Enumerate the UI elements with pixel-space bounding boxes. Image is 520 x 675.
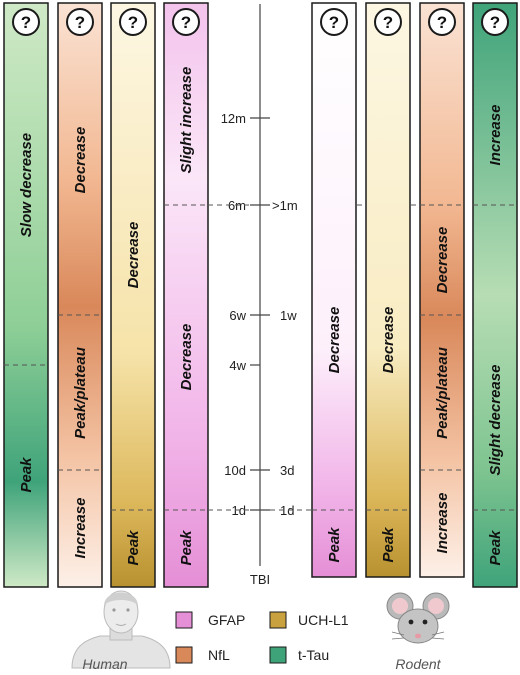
legend: GFAP UCH-L1 NfL t-Tau <box>175 611 349 664</box>
question-mark-text: ? <box>75 13 85 32</box>
phase-label: Decrease <box>178 324 195 391</box>
phase-label: Slow decrease <box>18 133 35 237</box>
human-tick-label: 10d <box>224 463 246 478</box>
question-mark-text: ? <box>329 13 339 32</box>
question-mark-text: ? <box>490 13 500 32</box>
mouse-head-icon <box>386 592 450 644</box>
human-tick-label: 12m <box>221 111 246 126</box>
rodent-tick-label: 1w <box>280 308 297 323</box>
question-mark-text: ? <box>128 13 138 32</box>
phase-label: Peak <box>18 457 35 493</box>
phase-label: Increase <box>487 105 504 166</box>
legend-label-ttau: t-Tau <box>298 647 329 663</box>
rodent-bar-gfap: ? Decrease Peak <box>311 2 357 578</box>
human-tick-label: 6w <box>229 308 246 323</box>
question-mark-icon <box>320 8 348 36</box>
rodent-tick-label: >1m <box>272 198 298 213</box>
phase-label: Decrease <box>326 307 343 374</box>
human-tick-label: 4w <box>229 358 246 373</box>
question-mark-text: ? <box>21 13 31 32</box>
phase-label: Peak <box>125 530 142 566</box>
human-bar-nfl: ? Decrease Peak/plateau Increase <box>57 2 103 588</box>
phase-label: Decrease <box>380 307 397 374</box>
rodent-tick-label: 3d <box>280 463 294 478</box>
question-mark-icon <box>374 8 402 36</box>
species-label-rodent: Rodent <box>395 656 441 672</box>
phase-label: Peak/plateau <box>434 347 451 439</box>
legend-swatch-nfl <box>175 646 193 664</box>
human-bar-uchl1: ? Decrease Peak <box>110 2 156 588</box>
axis-origin-label: TBI <box>250 572 270 587</box>
legend-swatch-uchl1 <box>269 611 287 629</box>
legend-label-uchl1: UCH-L1 <box>298 612 349 628</box>
rodent-bar-uchl1: ? Decrease Peak <box>365 2 411 578</box>
phase-label: Decrease <box>72 127 89 194</box>
rodent-bar-nfl: ? Decrease Peak/plateau Increase <box>419 2 465 578</box>
question-mark-text: ? <box>383 13 393 32</box>
rodent-bar-ttau: ? Increase Slight decrease Peak <box>472 2 518 588</box>
human-bar-gfap: ? Slight increase Decrease Peak <box>163 2 209 588</box>
question-mark-icon <box>481 8 509 36</box>
question-mark-icon <box>172 8 200 36</box>
question-mark-icon <box>66 8 94 36</box>
legend-swatch-gfap <box>175 611 193 629</box>
species-label-human: Human <box>82 656 127 672</box>
human-head-icon <box>71 590 171 669</box>
phase-label: Peak <box>178 530 195 566</box>
phase-label: Slight increase <box>178 67 195 174</box>
phase-label: Increase <box>72 498 89 559</box>
question-mark-icon <box>12 8 40 36</box>
phase-label: Peak <box>326 527 343 563</box>
phase-label: Slight decrease <box>487 365 504 476</box>
legend-label-nfl: NfL <box>208 647 230 663</box>
phase-label: Decrease <box>434 227 451 294</box>
question-mark-text: ? <box>437 13 447 32</box>
rodent-tick-label: 1d <box>280 503 294 518</box>
phase-label: Increase <box>434 493 451 554</box>
question-mark-icon <box>119 8 147 36</box>
human-bar-ttau: ? Slow decrease Peak <box>3 2 49 588</box>
phase-label: Peak <box>487 530 504 566</box>
phase-label: Peak/plateau <box>72 347 89 439</box>
legend-swatch-ttau <box>269 646 287 664</box>
phase-label: Peak <box>380 527 397 563</box>
phase-label: Decrease <box>125 222 142 289</box>
legend-label-gfap: GFAP <box>208 612 245 628</box>
question-mark-icon <box>428 8 456 36</box>
time-axis: 12m 6m 6w 4w 10d 1d >1m 1w 3d 1d TBI <box>221 4 298 587</box>
question-mark-text: ? <box>181 13 191 32</box>
